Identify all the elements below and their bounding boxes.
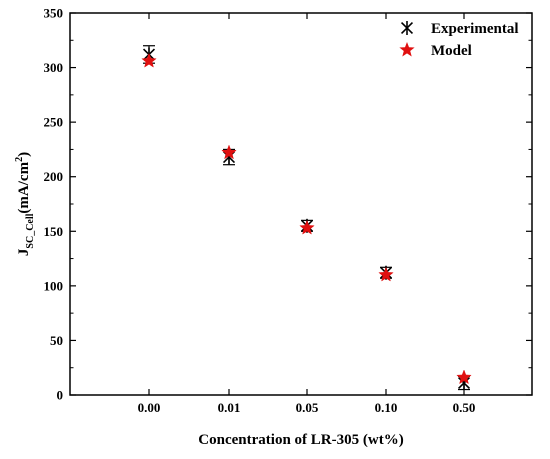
y-tick-label: 100 xyxy=(44,278,64,293)
model-point xyxy=(141,52,157,68)
y-tick-label: 350 xyxy=(44,6,64,21)
y-axis-title-superscript: 2 xyxy=(14,157,25,162)
y-tick-label: 150 xyxy=(44,224,64,239)
legend-star xyxy=(399,42,415,57)
x-tick-label: 0.01 xyxy=(218,400,241,415)
model-point xyxy=(456,369,472,385)
data-marks xyxy=(141,45,472,391)
legend-asterisk xyxy=(400,21,414,35)
y-axis-title-subscript: SC_Cell xyxy=(25,213,36,248)
y-tick-label: 250 xyxy=(44,115,64,130)
legend-experimental-label: Experimental xyxy=(431,21,519,37)
x-tick-label: 0.05 xyxy=(296,400,319,415)
asterisk-stroke xyxy=(400,21,414,35)
y-tick-label: 50 xyxy=(50,333,63,348)
y-axis-title-main: J xyxy=(16,248,32,256)
plot-frame xyxy=(69,12,533,396)
model-point xyxy=(299,219,315,235)
legend-experimental-marker xyxy=(400,21,414,35)
legend-model-marker xyxy=(399,42,415,57)
asterisk-stroke xyxy=(457,376,471,390)
y-axis: 0 50 100 150 200 250 300 350 xyxy=(44,6,532,403)
y-tick-label: 200 xyxy=(44,169,64,184)
model-point xyxy=(221,144,237,160)
y-tick-label: 300 xyxy=(44,60,64,75)
legend: Experimental Model xyxy=(399,21,519,59)
model-point xyxy=(378,266,394,282)
x-axis-title: Concentration of LR-305 (wt%) xyxy=(198,432,403,448)
y-axis-title-unit: (mA/cm xyxy=(16,161,32,213)
x-tick-label: 0.50 xyxy=(453,400,476,415)
x-axis: 0.00 0.01 0.05 0.10 0.50 xyxy=(138,13,476,415)
x-tick-label: 0.10 xyxy=(375,400,398,415)
y-axis-title-unit-close: ) xyxy=(16,152,32,157)
x-tick-label: 0.00 xyxy=(138,400,161,415)
y-axis-title: JSC_Cell(mA/cm2) xyxy=(14,152,36,256)
legend-model-label: Model xyxy=(431,43,472,59)
y-tick-label: 0 xyxy=(57,388,64,403)
